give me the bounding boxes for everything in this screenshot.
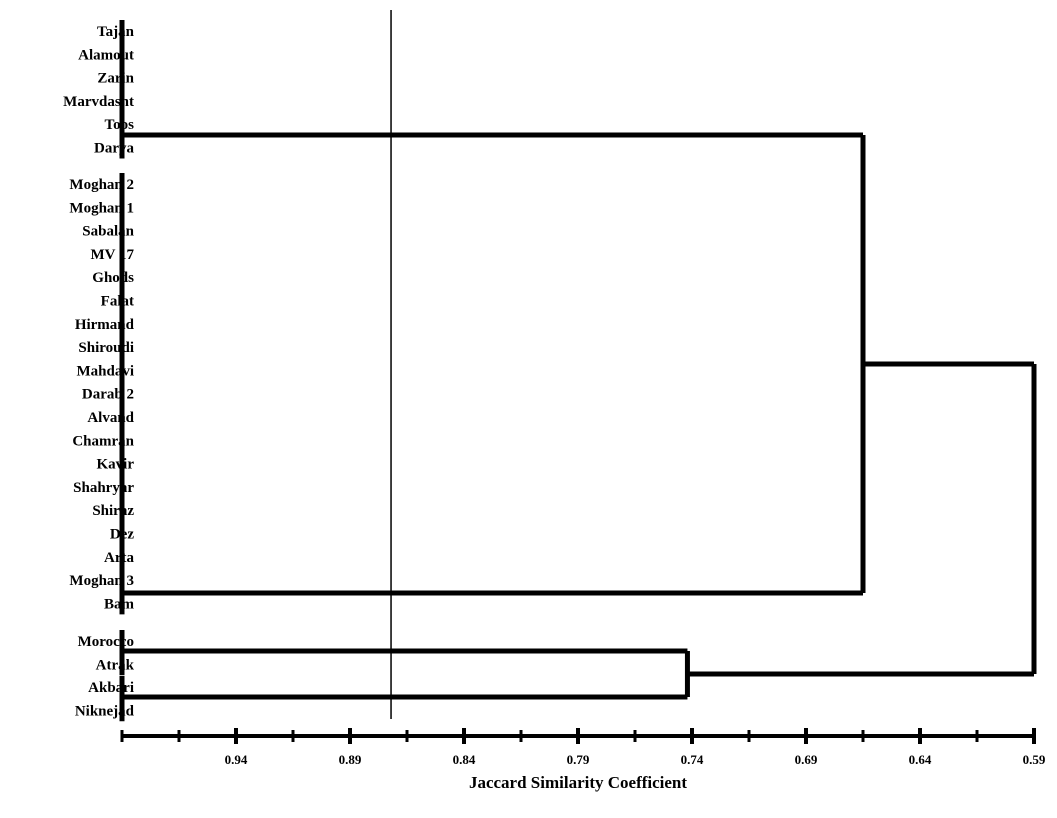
x-axis-title: Jaccard Similarity Coefficient [469,773,687,792]
leaf-label-shahryar: Shahryar [73,480,134,496]
leaf-label-moghan-2: Moghan 2 [69,177,134,193]
leaf-label-atrak: Atrak [96,657,135,673]
leaf-label-arta: Arta [104,550,134,566]
x-tick-label: 0.89 [339,752,362,767]
x-tick-label: 0.69 [795,752,818,767]
leaf-label-shiroudi: Shiroudi [78,340,134,356]
dendrogram-links [122,132,1037,700]
leaf-label-darya: Darya [94,141,134,157]
x-tick-label: 0.59 [1023,752,1046,767]
leaf-label-moghan-1: Moghan 1 [69,200,134,216]
leaf-label-darab-2: Darab 2 [82,387,134,403]
leaf-label-marvdasht: Marvdasht [63,94,134,110]
leaf-label-moghan-3: Moghan 3 [69,573,134,589]
leaf-label-alamout: Alamout [78,47,134,63]
x-axis: 0.94 0.89 0.84 0.79 0.74 0.69 0.64 0.59 [120,728,1046,767]
leaf-label-ghods: Ghods [92,270,134,286]
leaf-label-kavir: Kavir [97,457,135,473]
leaf-label-zarin: Zarin [97,71,134,87]
leaf-label-shiraz: Shiraz [92,503,134,519]
x-tick-label: 0.64 [909,752,932,767]
x-tick-label: 0.79 [567,752,590,767]
leaf-label-hirmand: Hirmand [75,317,135,333]
leaf-label-mahdavi: Mahdavi [76,363,134,379]
leaf-label-sabalan: Sabalan [82,224,134,240]
x-tick-label: 0.74 [681,752,704,767]
x-tick-label: 0.84 [453,752,476,767]
leaf-label-alvand: Alvand [87,410,134,426]
leaf-label-niknejad: Niknejad [75,703,135,719]
leaf-label-tajan: Tajan [97,24,135,40]
leaf-label-morocco: Morocco [78,634,134,650]
leaf-label-bam: Bam [104,596,135,612]
leaf-label-toos: Toos [105,117,135,133]
x-tick-label: 0.94 [225,752,248,767]
leaf-label-chamran: Chamran [72,433,134,449]
leaf-labels: Tajan Alamout Zarin Marvdasht Toos Darya Mogha… [63,24,135,719]
leaf-label-mv-17: MV 17 [91,247,135,263]
leaf-label-akbari: Akbari [88,680,134,696]
leaf-label-falat: Falat [101,294,134,310]
